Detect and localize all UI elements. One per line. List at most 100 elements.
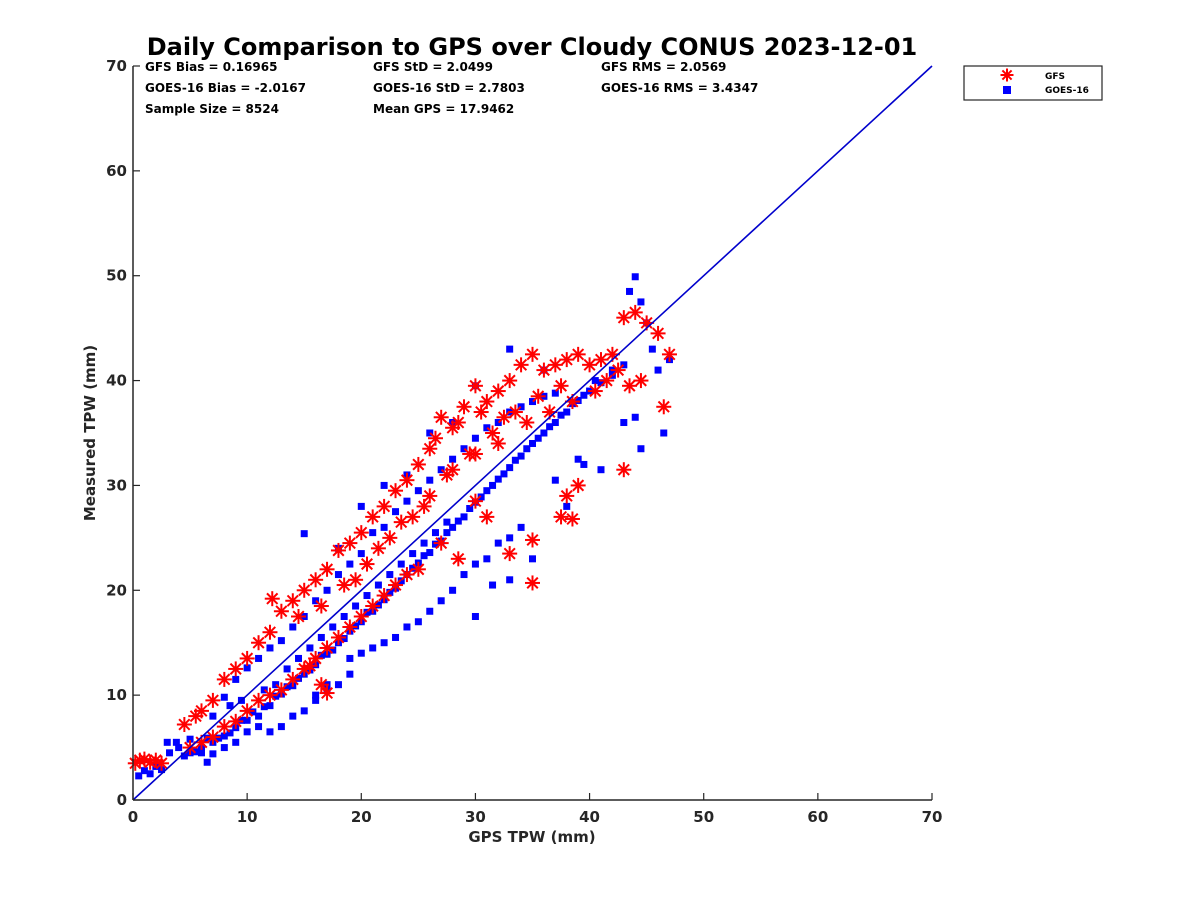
gfs-point — [502, 546, 518, 562]
goes-16-point — [255, 654, 263, 662]
goes-16-point — [494, 539, 502, 547]
legend-gfs-label: GFS — [1045, 72, 1065, 82]
goes-16-point — [483, 487, 491, 495]
x-tick-label: 70 — [922, 808, 943, 826]
goes-16-point — [295, 654, 303, 662]
y-tick-label: 10 — [106, 686, 127, 704]
gfs-point — [656, 399, 672, 415]
gfs-point — [399, 567, 415, 583]
goes-16-point — [437, 597, 445, 605]
goes-16-point — [529, 439, 536, 447]
goes-16-point — [255, 712, 263, 720]
goes-16-series — [135, 273, 673, 780]
gfs-point — [330, 542, 346, 558]
goes-16-point — [517, 403, 525, 411]
goes-16-point — [426, 476, 434, 484]
goes-16-point — [232, 738, 240, 746]
gfs-point — [525, 575, 540, 591]
goes-16-point — [300, 530, 308, 538]
goes-16-point — [146, 770, 154, 778]
gfs-point — [228, 661, 244, 677]
gfs-point — [262, 624, 278, 640]
goes-16-point — [260, 686, 268, 694]
goes-16-point — [506, 534, 514, 542]
goes-16-point — [172, 738, 180, 746]
y-tick-label: 0 — [117, 791, 127, 809]
goes-16-point — [346, 670, 354, 678]
gfs-point — [273, 682, 289, 698]
goes-16-point — [317, 633, 325, 641]
goes-16-point — [449, 586, 457, 594]
goes-16-point — [363, 592, 371, 600]
gfs-point — [622, 378, 638, 394]
goes-16-point — [392, 508, 400, 516]
gfs-point — [427, 430, 443, 446]
goes-16-point — [352, 622, 360, 630]
y-tick-label: 50 — [106, 267, 127, 285]
gfs-point — [473, 404, 489, 420]
gfs-point — [536, 362, 552, 378]
goes-16-point — [277, 723, 285, 731]
goes-16-point — [506, 576, 514, 584]
goes-16-point — [466, 504, 474, 512]
goes-bias-stat: GOES-16 Bias = -2.0167 — [145, 81, 306, 95]
goes-16-point — [363, 608, 371, 616]
gfs-point — [553, 378, 569, 394]
mean-gps-stat: Mean GPS = 17.9462 — [373, 102, 514, 116]
gfs-point — [604, 346, 620, 362]
x-tick-label: 60 — [807, 808, 828, 826]
goes-16-point — [471, 613, 479, 620]
goes-16-point — [597, 466, 605, 474]
goes-16-point — [420, 539, 428, 547]
gfs-point — [525, 346, 540, 362]
goes-16-point — [494, 419, 502, 427]
goes-16-point — [220, 693, 228, 701]
y-axis-ticks: 0 10 20 30 40 50 60 70 — [106, 57, 140, 809]
gfs-point — [239, 650, 255, 666]
goes-16-point — [392, 633, 400, 641]
y-tick-label: 20 — [106, 581, 127, 599]
goes-16-point — [654, 366, 662, 374]
goes-16-point — [243, 716, 251, 724]
gfs-point — [251, 692, 267, 708]
gfs-point — [525, 532, 540, 548]
goes-16-point — [203, 734, 211, 742]
goes-16-point — [620, 361, 628, 369]
goes-16-point — [374, 581, 382, 589]
gfs-point — [485, 425, 501, 441]
goes-16-point — [243, 728, 251, 736]
goes-16-point — [186, 735, 194, 743]
legend-gfs-asterisk-marker — [1000, 68, 1014, 82]
gfs-point — [319, 685, 335, 701]
x-axis-ticks: 0 10 20 30 40 50 60 70 — [128, 793, 943, 826]
gfs-point — [639, 315, 655, 331]
gfs-std-stat: GFS StD = 2.0499 — [373, 60, 493, 74]
goes-16-point — [380, 523, 388, 531]
goes-16-point — [409, 564, 417, 572]
goes-16-point — [232, 675, 240, 683]
goes-16-point — [340, 635, 348, 643]
goes-16-point — [357, 550, 365, 558]
goes-16-point — [409, 550, 417, 558]
goes-16-point — [283, 665, 291, 673]
gfs-point — [559, 488, 575, 504]
goes-16-point — [255, 723, 263, 731]
goes-16-point — [237, 716, 245, 724]
goes-16-point — [443, 518, 451, 526]
goes-16-point — [312, 691, 320, 699]
goes-16-point — [546, 423, 554, 431]
gfs-point — [251, 635, 267, 651]
y-tick-label: 70 — [106, 57, 127, 75]
gfs-point — [342, 535, 358, 551]
gfs-point — [547, 357, 563, 373]
gfs-point — [410, 561, 426, 577]
goes-16-point — [626, 287, 634, 295]
goes-16-point — [631, 413, 639, 421]
goes-16-point — [460, 445, 468, 453]
gfs-bias-stat: GFS Bias = 0.16965 — [145, 60, 277, 74]
goes-16-point — [563, 408, 571, 416]
gfs-point — [313, 598, 329, 614]
goes-16-point — [574, 455, 582, 463]
gfs-point — [313, 677, 329, 693]
goes-16-point — [483, 555, 491, 563]
